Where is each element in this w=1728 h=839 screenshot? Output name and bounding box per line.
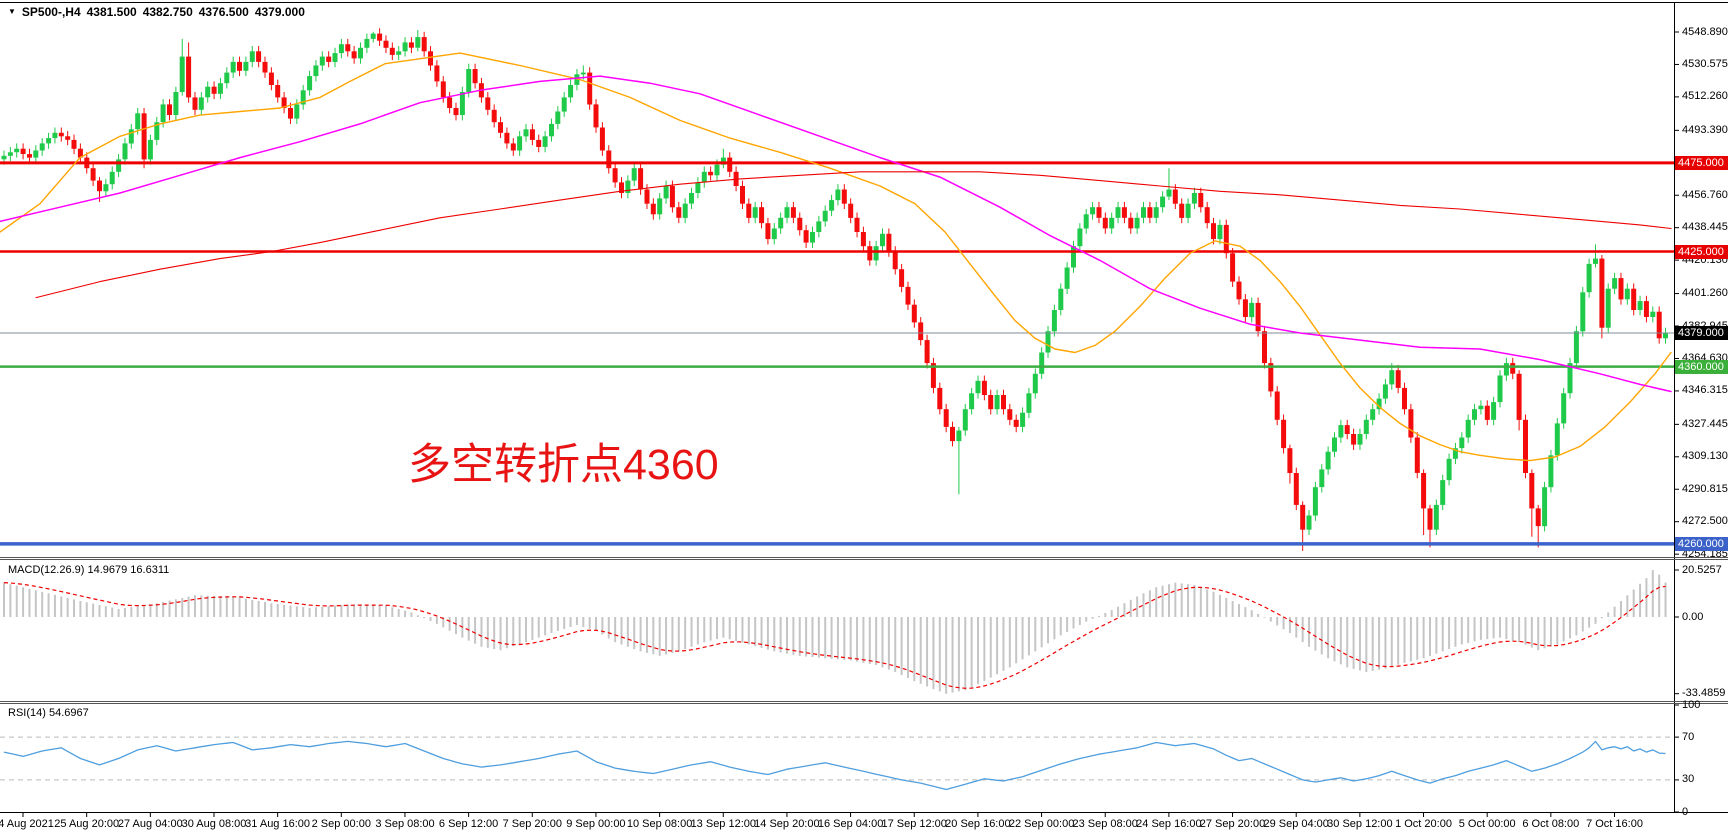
time-axis-label: 24 Aug 2021 [0, 818, 54, 830]
bar-close-value: 4379.000 [254, 5, 305, 19]
bar-open-value: 4381.500 [86, 5, 137, 19]
price-tick-label: 4512.260 [1682, 90, 1728, 103]
time-axis-label: 29 Sep 04:00 [1263, 818, 1329, 830]
price-tick-label: 4272.500 [1682, 515, 1728, 528]
time-axis-label: 9 Sep 00:00 [566, 818, 626, 830]
time-axis-label: 3 Sep 08:00 [375, 818, 435, 830]
time-axis-label: 13 Sep 12:00 [690, 818, 757, 830]
time-axis-label: 24 Sep 16:00 [1136, 818, 1202, 830]
price-level-badge: 4425.000 [1675, 244, 1728, 259]
chart-annotation-text: 多空转折点4360 [408, 441, 719, 489]
time-axis-label: 30 Aug 08:00 [181, 818, 247, 830]
time-axis-label: 14 Sep 20:00 [754, 818, 820, 830]
price-level-badge: 4260.000 [1675, 536, 1728, 551]
rsi-indicator-label: RSI(14) 54.6967 [8, 707, 89, 719]
time-axis-label: 23 Sep 08:00 [1072, 818, 1138, 830]
time-axis-label: 5 Oct 00:00 [1458, 818, 1516, 830]
price-tick-label: 4309.130 [1682, 450, 1728, 463]
rsi-tick-label: 70 [1682, 730, 1695, 743]
time-axis-label: 1 Oct 20:00 [1395, 818, 1452, 830]
time-axis-label: 7 Sep 20:00 [502, 818, 562, 830]
bar-high-value: 4382.750 [142, 5, 193, 19]
macd-tick-label: 20.5257 [1682, 563, 1722, 576]
symbol-name: SP500-,H4 [21, 5, 81, 19]
price-tick-label: 4401.260 [1682, 287, 1728, 300]
price-level-badge: 4475.000 [1675, 155, 1728, 170]
price-tick-label: 4254.185 [1682, 547, 1728, 560]
price-tick-label: 4530.575 [1682, 58, 1728, 70]
time-axis-label: 17 Sep 12:00 [881, 818, 947, 830]
time-axis-label: 6 Sep 12:00 [438, 818, 499, 830]
rsi-tick-label: 0 [1682, 805, 1689, 818]
macd-tick-label: 0.00 [1682, 610, 1704, 623]
price-tick-label: 4327.445 [1682, 417, 1728, 430]
price-tick-label: 4420.130 [1682, 253, 1728, 266]
price-tick-label: 4346.315 [1682, 384, 1728, 397]
time-axis-label: 20 Sep 16:00 [945, 818, 1011, 830]
macd-tick-label: -33.4859 [1682, 687, 1726, 700]
time-axis-label: 22 Sep 00:00 [1008, 818, 1075, 830]
time-axis-label: 31 Aug 16:00 [245, 818, 311, 830]
price-tick-label: 4493.390 [1682, 123, 1728, 136]
price-tick-label: 4438.445 [1682, 221, 1728, 234]
price-tick-label: 4364.630 [1682, 352, 1728, 364]
time-axis-label: 30 Sep 12:00 [1327, 818, 1393, 830]
price-tick-label: 4456.760 [1682, 188, 1728, 201]
rsi-tick-label: 100 [1682, 698, 1701, 711]
time-axis-label: 27 Sep 20:00 [1199, 818, 1266, 830]
time-axis-label: 16 Sep 04:00 [817, 818, 884, 830]
macd-indicator-label: MACD(12.26.9) 14.9679 16.6311 [8, 564, 170, 576]
price-level-badge: 4379.000 [1675, 326, 1728, 340]
price-tick-label: 4290.815 [1682, 482, 1728, 495]
bar-low-value: 4376.500 [198, 5, 249, 19]
collapse-triangle-icon[interactable]: ▼ [8, 6, 16, 16]
price-tick-label: 4382.945 [1682, 320, 1728, 332]
time-axis-label: 2 Sep 00:00 [311, 818, 371, 830]
time-axis-label: 10 Sep 08:00 [626, 818, 693, 830]
rsi-tick-label: 30 [1682, 773, 1695, 786]
symbol-header: ▼ SP500-,H4 4381.500 4382.750 4376.500 4379.0… [8, 5, 305, 19]
time-axis-label: 7 Oct 16:00 [1586, 818, 1643, 830]
price-level-badge: 4360.000 [1675, 359, 1728, 374]
price-tick-label: 4548.890 [1682, 25, 1728, 38]
time-axis-label: 27 Aug 04:00 [117, 818, 183, 830]
time-axis-label: 6 Oct 08:00 [1522, 818, 1580, 830]
time-axis-label: 25 Aug 20:00 [54, 818, 120, 830]
